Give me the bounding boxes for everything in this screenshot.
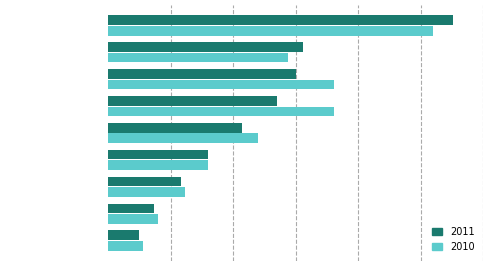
Bar (108, 203, 154, 213)
Bar (108, 214, 158, 224)
Legend: 2011, 2010: 2011, 2010 (428, 223, 478, 256)
Bar (108, 15, 453, 25)
Bar (108, 69, 296, 79)
Bar (108, 177, 181, 186)
Bar (108, 160, 208, 170)
Bar (108, 150, 208, 160)
Bar (108, 42, 304, 52)
Bar (108, 123, 242, 132)
Bar (108, 187, 185, 197)
Bar (108, 80, 334, 89)
Bar (108, 106, 334, 116)
Bar (108, 53, 288, 63)
Bar (108, 241, 143, 251)
Bar (108, 134, 257, 143)
Bar (108, 96, 277, 106)
Bar (108, 26, 433, 36)
Bar (108, 230, 139, 240)
